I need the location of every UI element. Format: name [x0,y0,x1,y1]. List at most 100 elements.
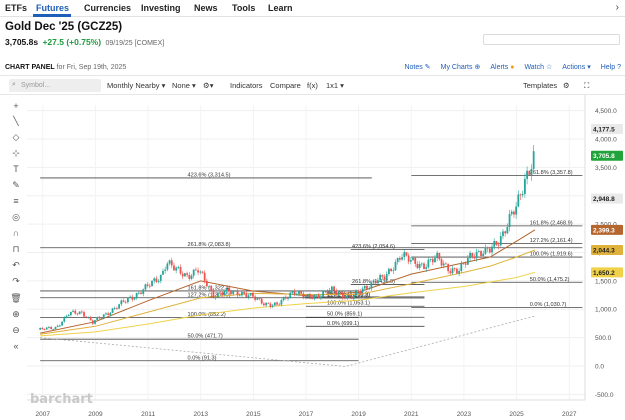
candle-body [298,291,300,295]
candle-body [278,304,281,306]
chart-panel-date: for Fri, Sep 19th, 2025 [56,64,127,71]
candle-body [381,274,384,277]
zoom-out-icon[interactable]: ⊖ [12,325,20,335]
pencil-icon[interactable]: ✎ [424,64,431,71]
candle-body [249,293,252,296]
candle-body [252,293,254,297]
candle-body [495,241,498,245]
measure-icon[interactable]: ⊹ [12,148,20,158]
candle-body [317,294,320,298]
candle-body [346,295,349,299]
candle-body [473,256,476,259]
shape-icon[interactable]: ◇ [12,132,20,142]
candle-body [394,262,397,271]
candle-body [333,286,335,291]
candle-body [236,290,239,296]
candle-body [166,263,169,270]
drawing-settings-icon[interactable]: ⚙▾ [203,81,214,90]
zoom-in-icon[interactable]: ⊕ [12,309,20,319]
candle-body [508,214,511,227]
candle-body [440,259,443,266]
candle-body [348,295,351,297]
fib-label: 161.8% (2,468.9) [530,220,573,226]
candle-body [52,329,55,330]
undo-icon[interactable]: ↶ [12,260,20,270]
tab-currencies[interactable]: Currencies [84,3,132,13]
indicators-button[interactable]: Indicators [230,81,263,90]
fx-button[interactable]: f(x) [307,81,318,90]
text-icon[interactable]: T [13,164,19,174]
tab-tools[interactable]: Tools [232,3,256,13]
candle-body [238,295,241,297]
price-chart-svg[interactable]: 4,500.04,000.03,500.03,000.02,500.02,000… [27,95,625,420]
candle-body [330,286,333,291]
interval-select[interactable]: Monthly Nearby ▾ [107,81,166,90]
trash-icon[interactable]: 🗑 [10,293,22,303]
plus-circle-icon[interactable]: ⊕ [474,64,481,71]
price-label-box [591,150,623,161]
x-tick-label: 2019 [351,411,366,418]
tab-learn[interactable]: Learn [268,3,293,13]
help-icon[interactable]: ? [617,64,621,71]
candle-body [175,267,178,271]
study-select[interactable]: None ▾ [172,81,196,90]
fib-tool-icon[interactable]: ≡ [13,196,19,206]
layout-select[interactable]: 1x1 ▾ [326,81,344,90]
candle-body [67,315,70,317]
actions-link[interactable]: Actions [562,64,586,71]
candle-body [181,273,184,277]
fullscreen-icon[interactable]: ⛶ [584,81,590,90]
eye-icon[interactable]: ◎ [12,212,20,222]
compare-button[interactable]: Compare [270,81,301,90]
chevron-right-icon[interactable]: › [615,2,619,13]
price-label: 3,705.8 [593,153,615,160]
price-chart[interactable]: 4,500.04,000.03,500.03,000.02,500.02,000… [27,95,625,420]
candle-body [120,300,123,305]
tab-news[interactable]: News [194,3,218,13]
candle-body [475,251,478,259]
watch-link[interactable]: Watch [524,64,545,71]
candle-body [205,280,208,287]
candle-body [276,302,278,305]
candle-body [506,226,509,234]
magnet-icon[interactable]: ∩ [12,228,20,238]
alerts-link[interactable]: Alerts [490,64,509,71]
candle-body [100,317,103,319]
candle-body [436,252,439,259]
candle-body [212,290,215,298]
candle-body [271,305,274,307]
y-tick-label: 1,000.0 [595,307,617,314]
tab-etfs[interactable]: ETFs [5,3,28,13]
gear-icon[interactable]: ⚙ [563,81,570,90]
candle-body [486,247,489,249]
notes-link[interactable]: Notes [404,64,423,71]
candle-body [124,301,127,303]
search-icon: ⌕ [12,81,16,88]
chevron-down-icon[interactable]: ▾ [587,64,591,71]
candle-body [517,194,520,207]
help-link[interactable]: Help [600,64,616,71]
quote-search-input[interactable] [483,34,620,45]
candle-body [434,258,436,263]
candle-body [464,263,467,265]
series-line [40,249,536,335]
candle-body [243,291,246,294]
candle-body [530,168,533,175]
symbol-input[interactable]: ⌕ Symbol... [9,79,101,92]
line-tool-icon[interactable]: ╲ [13,116,19,126]
templates-button[interactable]: Templates [523,81,558,90]
lock-icon[interactable]: ⊓ [12,244,20,254]
candle-body [504,231,507,234]
redo-icon[interactable]: ↷ [12,276,20,286]
crosshair-icon[interactable]: + [13,101,19,111]
tab-futures[interactable]: Futures [36,3,70,13]
star-icon[interactable]: ☆ [546,64,553,71]
collapse-icon[interactable]: « [13,341,19,351]
alert-icon[interactable]: ● [510,64,515,71]
x-tick-label: 2009 [88,411,103,418]
tab-investing[interactable]: Investing [141,3,181,13]
pencil-icon[interactable]: ✎ [12,180,20,190]
candle-body [407,255,410,262]
my-charts-link[interactable]: My Charts [440,64,473,71]
candle-body [41,328,44,330]
